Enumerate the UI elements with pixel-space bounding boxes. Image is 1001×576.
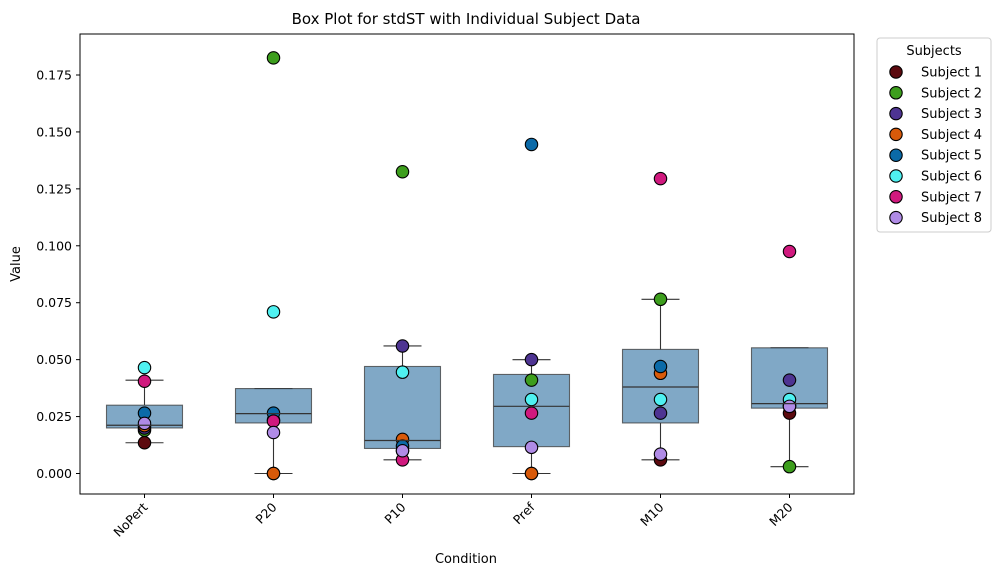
y-tick-label: 0.000 (36, 466, 72, 481)
data-point (395, 339, 410, 353)
x-tick-label: NoPert (110, 499, 150, 539)
y-tick-label: 0.025 (36, 409, 72, 424)
legend-marker (889, 148, 903, 162)
data-point (395, 443, 410, 458)
chart-title: Box Plot for stdST with Individual Subje… (292, 10, 641, 28)
y-tick-label: 0.150 (36, 124, 72, 139)
y-tick-label: 0.050 (36, 352, 72, 367)
legend-marker (889, 127, 903, 142)
legend-label: Subject 4 (921, 128, 982, 143)
data-point (782, 399, 797, 414)
data-point (266, 51, 281, 65)
data-point (395, 165, 410, 179)
x-axis-label: Condition (435, 552, 497, 567)
data-point (137, 374, 152, 389)
plot-area: 0.000 0.025 0.050 0.075 0.100 0.125 0.150 0.175… (36, 33, 855, 540)
data-point (137, 360, 152, 375)
x-tick-label: M10 (637, 499, 667, 529)
legend-box (876, 37, 992, 233)
data-point (266, 305, 281, 319)
data-point (653, 447, 668, 461)
legend-marker (889, 65, 903, 79)
legend-marker (889, 210, 903, 225)
legend-marker (889, 169, 903, 183)
legend-marker (889, 190, 903, 204)
x-tick-label: P20 (252, 499, 279, 526)
legend: Subjects Subject 1 Subject 2 Subject 3 Subje… (876, 37, 992, 233)
plot-frame (79, 33, 855, 495)
data-point (524, 440, 539, 455)
y-tick-label: 0.125 (36, 181, 72, 196)
data-point (782, 244, 797, 259)
x-tick-label: P10 (381, 499, 408, 526)
data-point (395, 365, 410, 379)
data-point (653, 359, 668, 374)
data-point (524, 352, 539, 367)
y-axis-label: Value (9, 246, 24, 282)
data-point (653, 406, 668, 420)
data-point (653, 392, 668, 407)
y-tick-label: 0.075 (36, 295, 72, 310)
data-point (782, 373, 797, 387)
data-point (782, 459, 797, 474)
legend-marker (889, 86, 903, 100)
data-point (266, 466, 281, 481)
data-point (524, 137, 539, 152)
data-point (137, 436, 152, 450)
data-point (266, 414, 281, 428)
x-tick-label: M20 (766, 499, 796, 529)
legend-label: Subject 1 (921, 66, 982, 81)
data-point (653, 292, 668, 307)
legend-label: Subject 8 (921, 211, 982, 226)
legend-label: Subject 5 (921, 149, 982, 164)
legend-label: Subject 6 (921, 170, 982, 185)
data-point (653, 171, 668, 186)
legend-label: Subject 7 (921, 190, 982, 205)
data-point (137, 416, 152, 431)
data-point (524, 406, 539, 420)
data-point (524, 466, 539, 481)
legend-label: Subject 2 (921, 86, 982, 101)
data-point (524, 392, 539, 407)
y-tick-label: 0.175 (36, 67, 72, 82)
legend-title: Subjects (906, 44, 962, 59)
y-tick-label: 0.100 (36, 238, 72, 253)
data-point (266, 425, 281, 440)
data-point (524, 373, 539, 387)
legend-marker (889, 106, 903, 121)
legend-label: Subject 3 (921, 107, 982, 122)
x-tick-label: Pref (510, 499, 538, 527)
